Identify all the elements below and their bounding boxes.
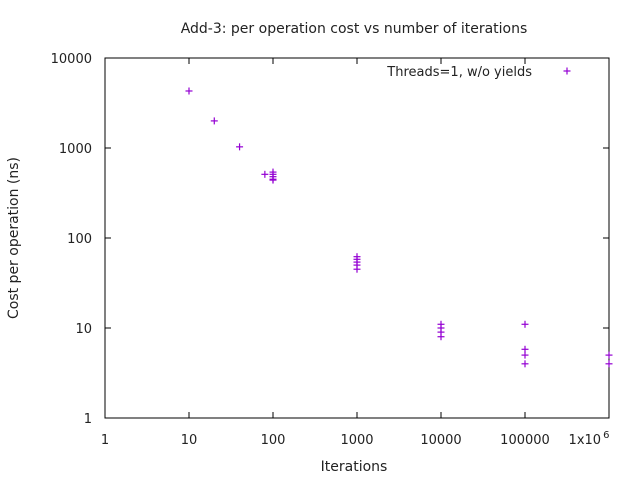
data-point: [261, 170, 269, 178]
x-tick-label: 10000: [420, 433, 461, 448]
data-point: [269, 176, 277, 184]
x-axis: 1 10 100 1000 10000 100000 1x10 6: [101, 58, 610, 448]
chart-title: Add-3: per operation cost vs number of i…: [181, 21, 528, 37]
y-tick-label: 100: [67, 232, 92, 247]
data-point: [185, 87, 193, 95]
legend-label: Threads=1, w/o yields: [386, 65, 532, 80]
x-tick-label: 1: [101, 433, 109, 448]
legend: Threads=1, w/o yields: [386, 65, 571, 80]
x-tick-exponent: 6: [603, 430, 609, 441]
data-point: [437, 333, 445, 341]
x-tick-label: 1x10 6: [569, 430, 610, 448]
data-point: [605, 360, 613, 368]
data-point: [605, 351, 613, 359]
data-point: [521, 320, 529, 328]
data-point: [521, 360, 529, 368]
data-point: [353, 265, 361, 273]
data-point: [521, 351, 529, 359]
x-tick-label: 10: [181, 433, 198, 448]
data-points: [185, 87, 613, 368]
y-tick-label: 1000: [59, 142, 92, 157]
plot-frame: [104, 57, 610, 419]
y-tick-label: 1: [84, 412, 92, 427]
x-tick-label: 100000: [500, 433, 550, 448]
legend-marker: [563, 67, 571, 75]
y-axis-label: Cost per operation (ns): [6, 157, 22, 319]
y-axis: 1 10 100 1000 10000: [51, 52, 609, 427]
x-tick-label: 100: [261, 433, 286, 448]
x-tick-label: 1000: [340, 433, 373, 448]
data-point: [210, 117, 218, 125]
x-axis-label: Iterations: [321, 459, 388, 475]
y-tick-label: 10: [75, 322, 92, 337]
y-tick-label: 10000: [51, 52, 92, 67]
data-point: [236, 143, 244, 151]
